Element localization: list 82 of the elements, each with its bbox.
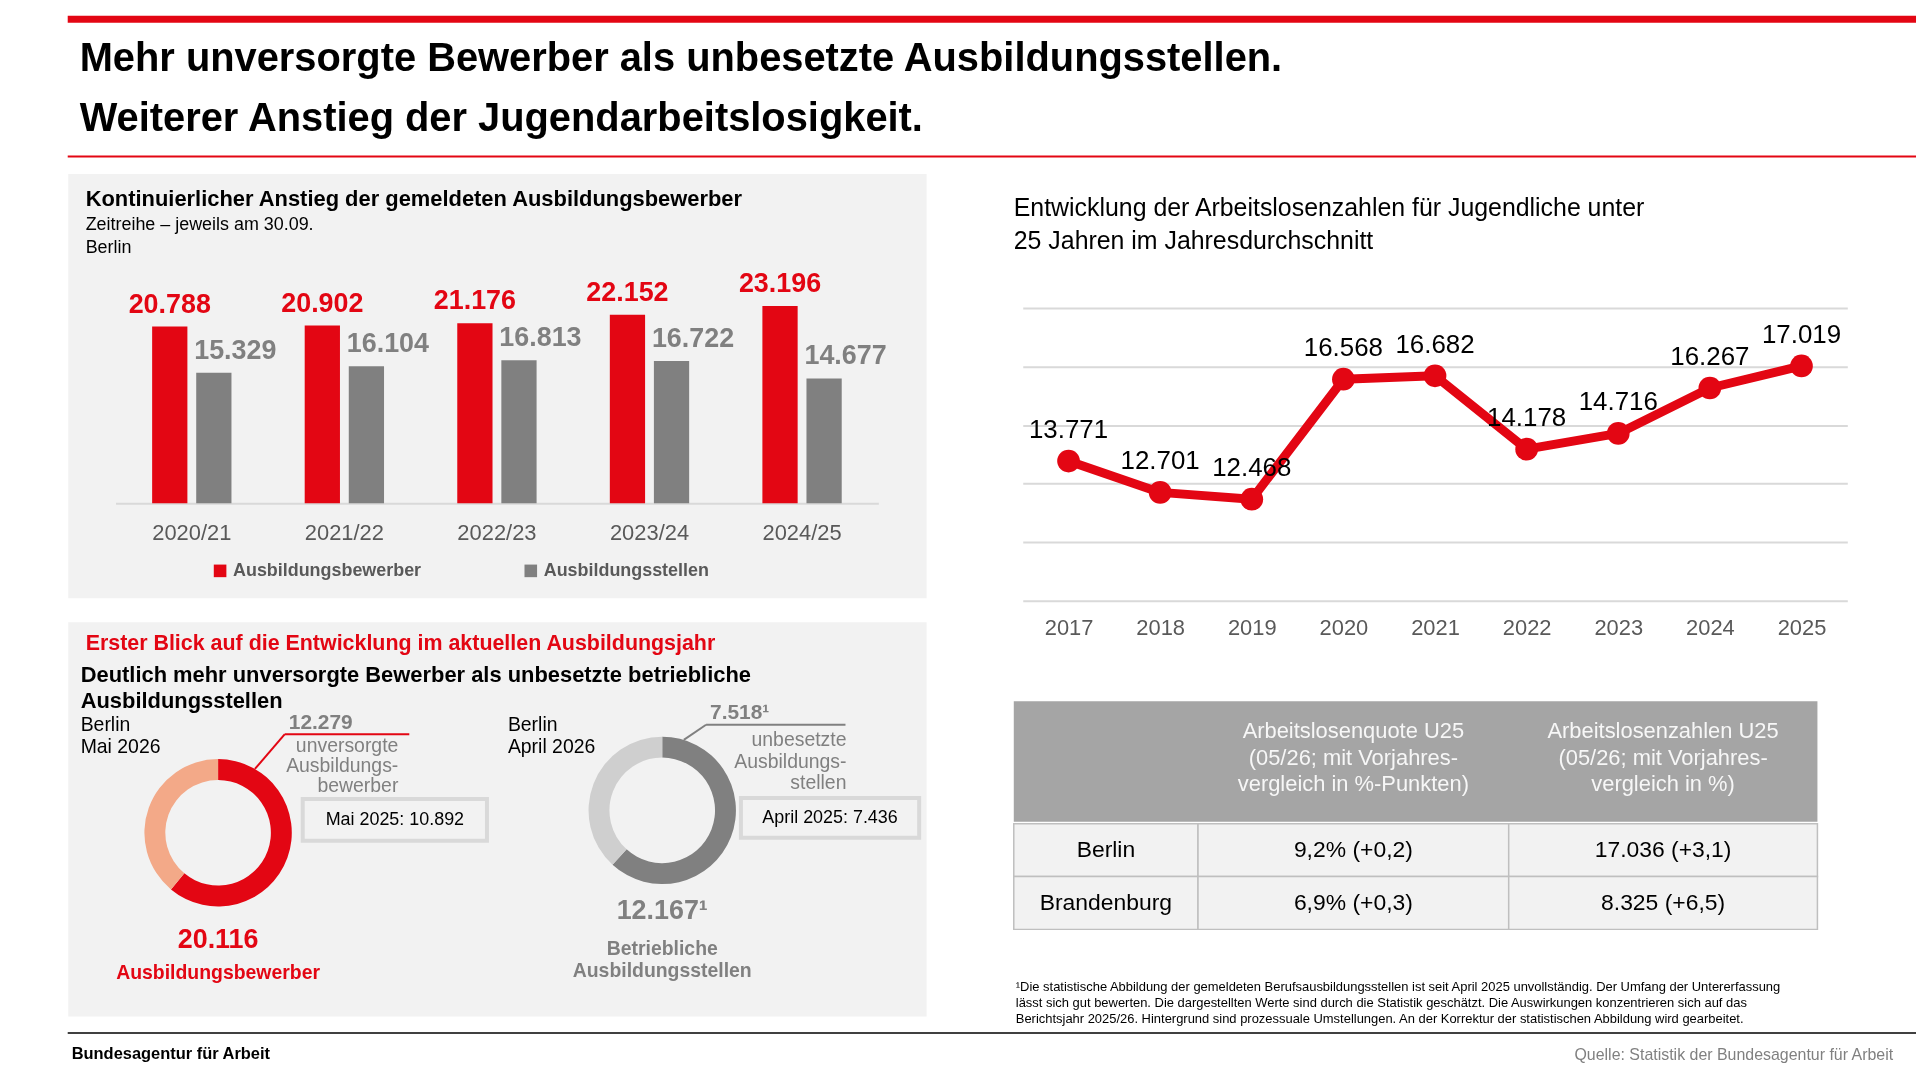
data-label: 23.196 <box>738 268 822 299</box>
text: 8.325 (+6,5) <box>1601 888 1726 915</box>
data-label: 12.279 <box>288 710 353 734</box>
point <box>1698 376 1722 400</box>
text: 12.167¹ <box>616 894 708 925</box>
legend-label: Ausbildungsstellen <box>543 559 709 580</box>
data-label: 14.677 <box>804 340 887 371</box>
x-tick-label: 2024 <box>1686 615 1735 641</box>
bar <box>457 323 493 504</box>
data-label: 21.176 <box>433 285 516 316</box>
category-label: Brandenburg <box>1039 888 1173 915</box>
data-label: 16.813 <box>499 322 582 353</box>
data-label: 14.716 <box>1578 387 1658 416</box>
slice-label: unbesetzte Ausbildungs- stellen <box>734 727 847 794</box>
text: Mai 2025: 10.892 <box>325 808 465 829</box>
data-label: 22.152 <box>586 276 669 307</box>
data-label: 17.019 <box>1761 320 1842 349</box>
donut-slice <box>144 759 219 890</box>
bar <box>196 372 232 504</box>
data-label: 16.722 <box>651 323 735 354</box>
data-label: 16.682 <box>1395 329 1475 358</box>
text: ¹Die statistische Abbildung der gemeldeten Berufsausbildungsstellen ist seit April 2025 unvollständig. Der Umfang der Untererfassung lässt sich gut bewerten. Die dargestellten Werte sind durch die Statistik geschätzt. Die Auswirkungen konzentrieren sich auf das Berichtsjahr 2025/26. Hintergrund sind prozessuale Umstellungen. An der Korrektur der statistischen Abbildung wird gearbeitet. <box>1015 979 1781 1026</box>
text: 6,9% (+0,3) <box>1293 888 1413 915</box>
chart-title: Erster Blick auf die Entwicklung im aktuellen Ausbildungsjahr <box>85 630 716 655</box>
x-tick-label: 2024/25 <box>762 520 842 546</box>
text: 17.036 (+3,1) <box>1594 836 1732 863</box>
text: April 2025: 7.436 <box>762 806 898 827</box>
x-tick-label: 2025 <box>1777 615 1827 641</box>
x-tick-label: 2022/23 <box>457 520 537 546</box>
point <box>1423 364 1447 388</box>
chart-subtitle: Zeitreihe – jeweils am 30.09. Berlin <box>85 213 314 257</box>
data-label: 13.771 <box>1028 415 1109 444</box>
text: Betriebliche Ausbildungsstellen <box>572 936 752 981</box>
point <box>1515 437 1538 461</box>
data-label: 14.178 <box>1487 403 1567 432</box>
text: Mehr unversorgte Bewerber als unbesetzte Ausbildungsstellen. Weiterer Anstieg der Jugendarbeitslosigkeit. <box>79 34 1283 139</box>
x-tick-label: 2023/24 <box>609 520 690 546</box>
bar <box>609 314 646 504</box>
point <box>1332 367 1355 391</box>
bar <box>806 378 842 504</box>
x-tick-label: 2023 <box>1594 615 1644 641</box>
category-label: Berlin <box>1076 836 1136 863</box>
text: Berlin April 2026 <box>507 712 596 757</box>
text: Ausbildungsbewerber <box>116 961 321 984</box>
chart-title: Entwicklung der Arbeitslosenzahlen für Jugendliche unter 25 Jahren im Jahresdurchschnitt <box>1013 192 1645 254</box>
x-tick-label: 2020/21 <box>152 520 232 546</box>
x-tick-label: 2018 <box>1136 615 1186 641</box>
bar <box>653 361 690 504</box>
x-tick-label: 2021/22 <box>304 520 384 546</box>
data-label: 16.568 <box>1303 333 1383 362</box>
text: 9,2% (+0,2) <box>1293 836 1413 863</box>
point <box>1057 449 1080 473</box>
bar <box>152 326 188 504</box>
bar <box>304 325 340 504</box>
text: 20.116 <box>177 924 259 955</box>
x-tick-label: 2019 <box>1227 615 1277 641</box>
data-label: 20.788 <box>128 288 211 319</box>
x-tick-label: 2022 <box>1502 615 1552 641</box>
x-tick-label: 2020 <box>1319 615 1369 641</box>
data-label: 16.267 <box>1670 342 1750 371</box>
point <box>1606 422 1630 445</box>
x-tick-label: 2021 <box>1411 615 1460 641</box>
data-label: 16.104 <box>346 328 430 359</box>
point <box>1148 481 1172 504</box>
data-label: 15.329 <box>194 334 277 365</box>
legend-label: Ausbildungsbewerber <box>233 559 422 580</box>
category-label: Arbeitslosenzahlen U25 (05/26; mit Vorjahres- vergleich in %) <box>1547 717 1779 797</box>
bar <box>348 366 385 504</box>
data-label: 12.701 <box>1120 446 1200 475</box>
slice-label: unversorgte Ausbildungs- bewerber <box>286 733 399 797</box>
text: Berlin Mai 2026 <box>80 713 161 758</box>
point <box>1240 487 1264 511</box>
bar <box>501 360 537 504</box>
chart-title: Kontinuierlicher Anstieg der gemeldeten Ausbildungsbewerber <box>85 186 743 212</box>
bar <box>762 305 798 504</box>
x-tick-label: 2017 <box>1044 615 1094 641</box>
category-label: Arbeitslosenquote U25 (05/26; mit Vorjahres- vergleich in %-Punkten) <box>1237 717 1469 797</box>
text: Bundesagentur für Arbeit <box>71 1043 271 1062</box>
source-note: Quelle: Statistik der Bundesagentur für Arbeit <box>1574 1045 1894 1063</box>
point <box>1790 354 1813 378</box>
data-label: 7.518¹ <box>710 699 770 723</box>
data-label: 20.902 <box>281 287 364 318</box>
